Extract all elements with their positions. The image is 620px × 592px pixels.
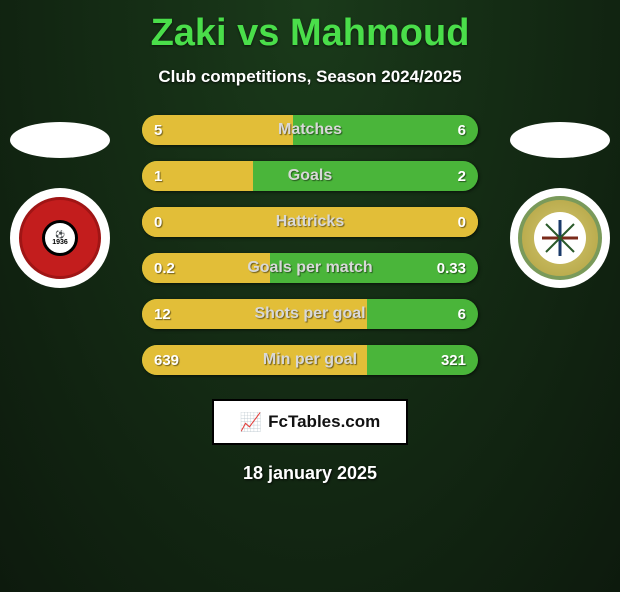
stat-label: Hattricks bbox=[142, 207, 478, 237]
stat-right-value: 321 bbox=[441, 345, 466, 375]
stat-row: 0 Hattricks 0 bbox=[142, 207, 478, 237]
stat-right-value: 6 bbox=[458, 115, 466, 145]
stat-label: Goals per match bbox=[142, 253, 478, 283]
stat-right-value: 2 bbox=[458, 161, 466, 191]
page-title: Zaki vs Mahmoud bbox=[0, 12, 620, 55]
subtitle: Club competitions, Season 2024/2025 bbox=[0, 67, 620, 87]
stat-row: 1 Goals 2 bbox=[142, 161, 478, 191]
stat-label: Matches bbox=[142, 115, 478, 145]
anchor-cross-icon bbox=[538, 216, 582, 260]
logo-text: FcTables.com bbox=[268, 412, 380, 432]
footer-date: 18 january 2025 bbox=[0, 463, 620, 484]
left-column: ⚽ 1936 bbox=[0, 122, 120, 288]
stat-row: 12 Shots per goal 6 bbox=[142, 299, 478, 329]
right-column bbox=[500, 122, 620, 288]
club-badge-right bbox=[510, 188, 610, 288]
player-placeholder-right bbox=[510, 122, 610, 158]
stat-right-value: 6 bbox=[458, 299, 466, 329]
stat-row: 5 Matches 6 bbox=[142, 115, 478, 145]
badge-year: 1936 bbox=[52, 239, 68, 246]
stat-row: 639 Min per goal 321 bbox=[142, 345, 478, 375]
badge-icon: ⚽ bbox=[55, 230, 65, 239]
stat-label: Min per goal bbox=[142, 345, 478, 375]
stat-right-value: 0 bbox=[458, 207, 466, 237]
stat-label: Goals bbox=[142, 161, 478, 191]
stat-label: Shots per goal bbox=[142, 299, 478, 329]
club-badge-left: ⚽ 1936 bbox=[10, 188, 110, 288]
stat-row: 0.2 Goals per match 0.33 bbox=[142, 253, 478, 283]
player-placeholder-left bbox=[10, 122, 110, 158]
fctables-logo[interactable]: 📈 FcTables.com bbox=[212, 399, 408, 445]
stat-right-value: 0.33 bbox=[437, 253, 466, 283]
stats-list: 5 Matches 6 1 Goals 2 0 Hattricks 0 0.2 … bbox=[142, 115, 478, 375]
chart-icon: 📈 bbox=[240, 412, 262, 433]
